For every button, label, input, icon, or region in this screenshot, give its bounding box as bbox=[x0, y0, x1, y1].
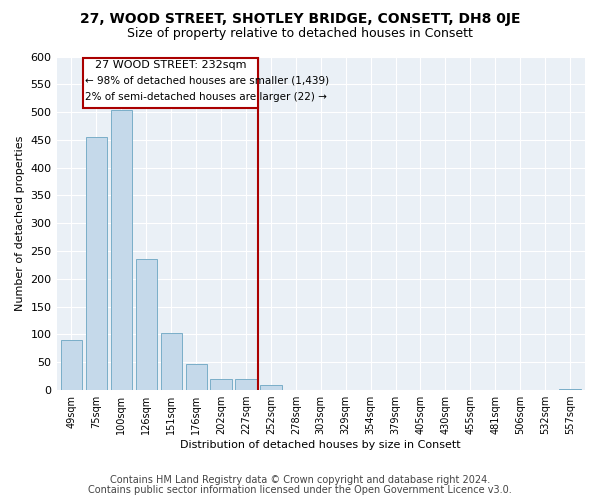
Bar bbox=[136, 259, 157, 390]
Y-axis label: Number of detached properties: Number of detached properties bbox=[15, 136, 25, 311]
Text: 27, WOOD STREET, SHOTLEY BRIDGE, CONSETT, DH8 0JE: 27, WOOD STREET, SHOTLEY BRIDGE, CONSETT… bbox=[80, 12, 520, 26]
Text: ← 98% of detached houses are smaller (1,439): ← 98% of detached houses are smaller (1,… bbox=[85, 76, 329, 86]
FancyBboxPatch shape bbox=[83, 58, 259, 108]
X-axis label: Distribution of detached houses by size in Consett: Distribution of detached houses by size … bbox=[181, 440, 461, 450]
Bar bbox=[260, 384, 281, 390]
Bar bbox=[86, 137, 107, 390]
Text: 27 WOOD STREET: 232sqm: 27 WOOD STREET: 232sqm bbox=[95, 60, 247, 70]
Text: Size of property relative to detached houses in Consett: Size of property relative to detached ho… bbox=[127, 28, 473, 40]
Bar bbox=[161, 333, 182, 390]
Text: Contains HM Land Registry data © Crown copyright and database right 2024.: Contains HM Land Registry data © Crown c… bbox=[110, 475, 490, 485]
Bar bbox=[559, 389, 581, 390]
Bar bbox=[111, 110, 132, 390]
Bar bbox=[211, 379, 232, 390]
Bar bbox=[235, 379, 257, 390]
Bar bbox=[61, 340, 82, 390]
Bar bbox=[185, 364, 207, 390]
Text: 2% of semi-detached houses are larger (22) →: 2% of semi-detached houses are larger (2… bbox=[85, 92, 327, 102]
Text: Contains public sector information licensed under the Open Government Licence v3: Contains public sector information licen… bbox=[88, 485, 512, 495]
